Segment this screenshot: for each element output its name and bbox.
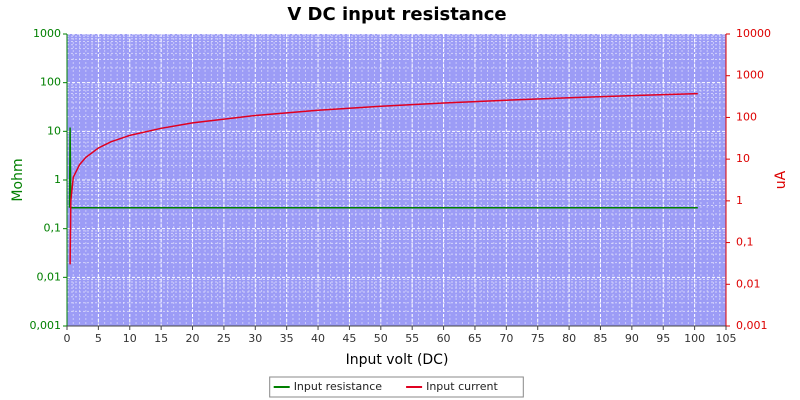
y2-tick-label: 1000	[736, 69, 764, 82]
legend-label: Input resistance	[294, 380, 383, 393]
y-tick-label: 0,001	[30, 319, 62, 332]
y-tick-label: 0,1	[44, 222, 62, 235]
y-tick-label: 0,01	[37, 270, 62, 283]
y2-tick-label: 0,001	[736, 319, 768, 332]
y2-tick-label: 0,01	[736, 277, 761, 290]
x-tick-label: 65	[468, 332, 482, 345]
chart-title: V DC input resistance	[287, 4, 506, 25]
x-tick-label: 60	[437, 332, 451, 345]
x-tick-label: 50	[374, 332, 388, 345]
x-tick-label: 75	[531, 332, 545, 345]
x-tick-label: 20	[186, 332, 200, 345]
x-tick-label: 55	[405, 332, 419, 345]
x-tick-label: 85	[593, 332, 607, 345]
series-line	[68, 127, 698, 209]
x-tick-label: 40	[311, 332, 325, 345]
x-tick-label: 0	[64, 332, 71, 345]
x-tick-label: 105	[716, 332, 737, 345]
x-tick-label: 5	[95, 332, 102, 345]
x-tick-label: 45	[342, 332, 356, 345]
y-tick-label: 100	[40, 76, 61, 89]
y2-tick-label: 10000	[736, 27, 771, 40]
x-tick-label: 100	[684, 332, 705, 345]
x-tick-label: 70	[499, 332, 513, 345]
x-tick-label: 25	[217, 332, 231, 345]
y2-axis-label: uA	[773, 170, 789, 189]
x-tick-label: 35	[280, 332, 294, 345]
y-tick-label: 1000	[33, 27, 61, 40]
x-tick-label: 10	[123, 332, 137, 345]
y2-tick-label: 1	[736, 194, 743, 207]
legend-box	[269, 376, 524, 398]
x-tick-label: 95	[656, 332, 670, 345]
x-tick-label: 80	[562, 332, 576, 345]
y-axis-label: Mohm	[10, 158, 26, 201]
plot-area	[67, 34, 726, 326]
x-tick-label: 15	[154, 332, 168, 345]
y-tick-label: 10	[47, 124, 61, 137]
x-tick-label: 90	[625, 332, 639, 345]
x-axis-label: Input volt (DC)	[346, 352, 449, 368]
x-tick-label: 30	[248, 332, 262, 345]
series-line	[69, 92, 698, 265]
y2-tick-label: 100	[736, 110, 757, 123]
y-tick-label: 1	[54, 173, 61, 186]
y2-tick-label: 10	[736, 152, 750, 165]
legend-label: Input current	[426, 380, 498, 393]
y2-tick-label: 0,1	[736, 236, 754, 249]
